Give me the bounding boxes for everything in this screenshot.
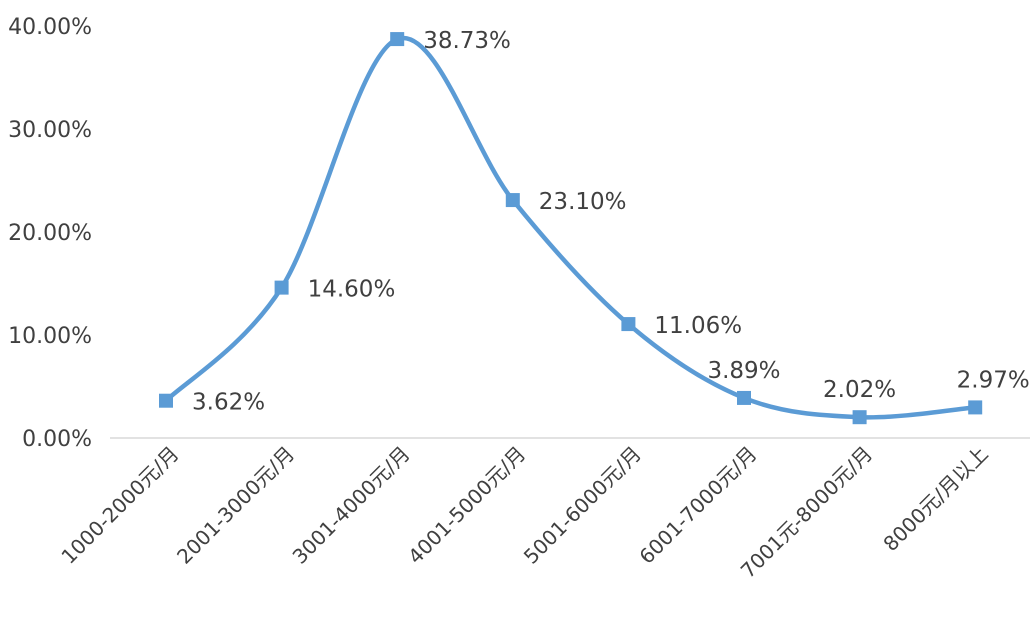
x-tick-label: 6001-7000元/月 (634, 442, 761, 569)
data-label: 2.97% (957, 367, 1030, 393)
data-point-marker (852, 410, 867, 425)
data-point-marker (968, 400, 983, 415)
data-label: 2.02% (823, 377, 896, 403)
y-tick-label: 20.00% (8, 221, 92, 246)
data-point-marker (390, 32, 405, 47)
data-labels: 3.62% 14.60% 38.73% 23.10% 11.06% 3.89% 2.02% 2… (192, 28, 1030, 416)
data-point-marker (159, 393, 173, 408)
series-area (159, 32, 983, 425)
x-tick-label: 1000-2000元/月 (56, 442, 183, 569)
x-tick-label: 3001-4000元/月 (288, 442, 415, 569)
data-point-marker (505, 193, 520, 208)
x-tick-label: 8000元/月以上 (878, 442, 992, 556)
y-tick-label: 30.00% (8, 118, 92, 143)
data-point-marker (737, 390, 751, 405)
data-label: 23.10% (539, 189, 627, 215)
y-tick-label: 40.00% (8, 15, 92, 40)
x-tick-label: 5001-6000元/月 (519, 442, 646, 569)
data-point-marker (621, 317, 636, 332)
y-tick-label: 0.00% (22, 427, 92, 452)
data-label: 11.06% (654, 313, 742, 339)
x-tick-label: 4001-5000元/月 (403, 442, 530, 569)
y-axis: 0.00% 10.00% 20.00% 30.00% 40.00% (8, 15, 92, 452)
data-point-marker (274, 280, 289, 295)
series-line (163, 35, 978, 420)
y-tick-label: 10.00% (8, 324, 92, 349)
data-label: 38.73% (423, 28, 511, 54)
data-label: 3.62% (192, 390, 265, 416)
x-tick-label: 2001-3000元/月 (172, 442, 299, 569)
data-label: 14.60% (308, 277, 396, 303)
data-label: 3.89% (707, 358, 780, 384)
x-axis: 1000-2000元/月2001-3000元/月3001-4000元/月4001… (56, 437, 1030, 583)
